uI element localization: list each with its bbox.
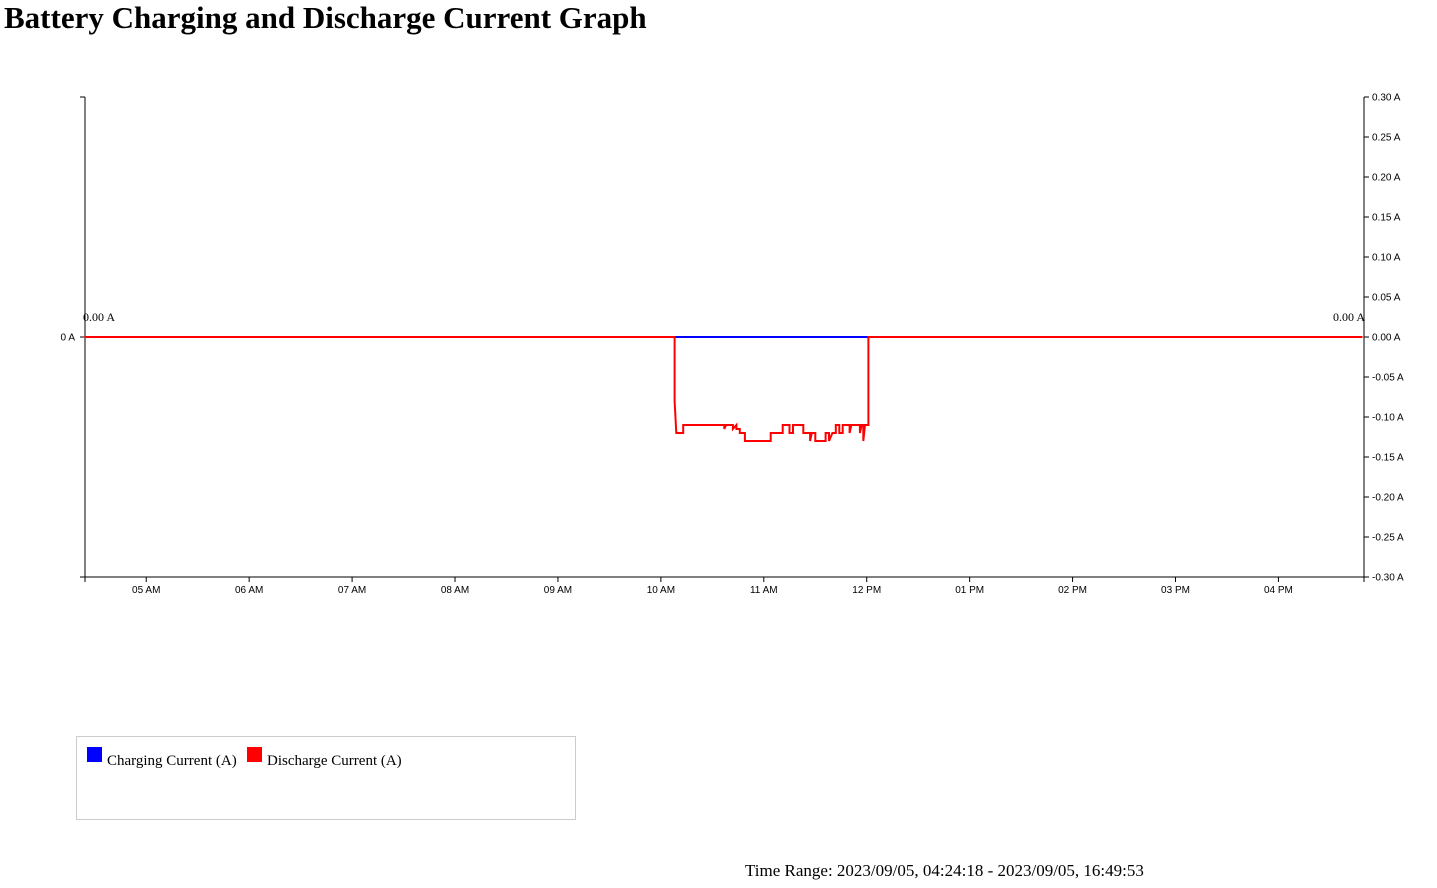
x-axis-tick-label: 08 AM [441, 585, 469, 596]
time-range-label: Time Range: 2023/09/05, 04:24:18 - 2023/… [745, 861, 1144, 880]
right-axis-tick-label: 0.15 A [1372, 213, 1401, 224]
series-lines [84, 336, 1363, 442]
end-value-label: 0.00 A [1333, 310, 1365, 324]
right-axis-tick-label: 0.30 A [1372, 93, 1401, 104]
right-axis-tick-label: -0.15 A [1372, 453, 1404, 464]
x-axis-tick-label: 01 PM [955, 585, 984, 596]
legend-label-discharge: Discharge Current (A) [267, 753, 402, 769]
page-title: Battery Charging and Discharge Current G… [4, 0, 647, 35]
legend-item-charging: Charging Current (A) [87, 747, 237, 769]
series-line-discharge [84, 336, 1363, 442]
legend-label-charging: Charging Current (A) [107, 753, 237, 769]
x-axis-tick-label: 05 AM [132, 585, 160, 596]
x-axis-tick-label: 04 PM [1264, 585, 1293, 596]
current-chart: 0 A 0.30 A 0.25 A 0.20 A 0.15 A 0.10 A 0.05 A 0… [61, 93, 1404, 597]
legend-swatch-charging [87, 747, 102, 762]
legend-item-discharge: Discharge Current (A) [247, 747, 402, 769]
x-axis-tick-label: 06 AM [235, 585, 263, 596]
x-axis-tick-label: 03 PM [1161, 585, 1190, 596]
right-axis-tick-label: 0.10 A [1372, 253, 1401, 264]
right-axis-tick-label: -0.30 A [1372, 573, 1404, 584]
right-axis-tick-label: -0.20 A [1372, 493, 1404, 504]
legend: Charging Current (A) Discharge Current (… [76, 736, 576, 820]
legend-swatch-discharge [247, 747, 262, 762]
right-axis-tick-label: 0.00 A [1372, 333, 1401, 344]
start-value-label: 0.00 A [83, 310, 115, 324]
x-axis-tick-label: 07 AM [338, 585, 366, 596]
right-axis-tick-label: -0.05 A [1372, 373, 1404, 384]
x-axis-tick-label: 12 PM [852, 585, 881, 596]
right-axis-tick-label: -0.10 A [1372, 413, 1404, 424]
x-axis-tick-label: 10 AM [647, 585, 675, 596]
x-axis-tick-label: 09 AM [544, 585, 572, 596]
right-axis-tick-label: 0.20 A [1372, 173, 1401, 184]
right-axis-tick-label: 0.05 A [1372, 293, 1401, 304]
end-labels: 0.00 A 0.00 A [83, 310, 1365, 324]
left-axis-tick-label: 0 A [61, 333, 76, 344]
x-axis-tick-label: 11 AM [750, 585, 778, 596]
x-axis-tick-label: 02 PM [1058, 585, 1087, 596]
right-axis-tick-label: -0.25 A [1372, 533, 1404, 544]
axes: 0 A 0.30 A 0.25 A 0.20 A 0.15 A 0.10 A 0.05 A 0… [61, 93, 1404, 597]
right-axis-tick-label: 0.25 A [1372, 133, 1401, 144]
